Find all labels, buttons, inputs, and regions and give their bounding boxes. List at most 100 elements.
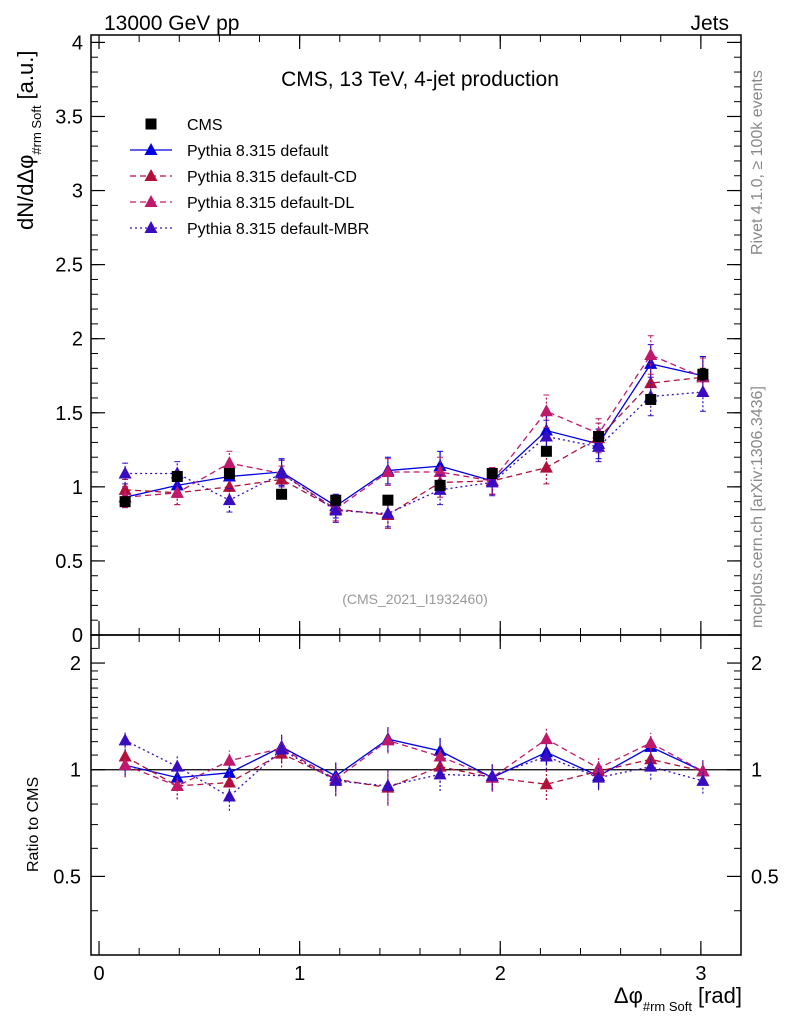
- ratio-point: [170, 759, 184, 772]
- data-point: [645, 393, 657, 405]
- xtick-label: 1: [294, 963, 305, 985]
- ratio-point: [222, 775, 236, 788]
- legend-label: Pythia 8.315 default-MBR: [187, 221, 369, 238]
- header-right: Jets: [690, 12, 729, 35]
- legend-label: Pythia 8.315 default-DL: [187, 195, 354, 212]
- ratio-point: [539, 749, 553, 762]
- mc-point: [433, 465, 447, 478]
- legend-label: Pythia 8.315 default: [187, 143, 329, 160]
- mc-point: [539, 460, 553, 473]
- data-point: [593, 430, 605, 442]
- main-series-layer: [118, 335, 710, 529]
- series-line: [125, 376, 703, 516]
- ytick-label-main: 2.5: [55, 255, 83, 277]
- data-point: [276, 488, 288, 500]
- series-line: [125, 391, 703, 515]
- ylabel-main-text: dN/dΔφ: [13, 155, 38, 230]
- mc-point: [118, 482, 132, 495]
- ytick-label-ratio-right: 0.5: [751, 866, 779, 888]
- ratio-point: [644, 735, 658, 748]
- ytick-label-main: 3: [72, 181, 83, 203]
- ratio-point: [433, 767, 447, 780]
- mc-point: [275, 466, 289, 479]
- mc-point: [222, 493, 236, 506]
- ytick-label-main: 3.5: [55, 106, 83, 128]
- ytick-label-main: 0: [72, 625, 83, 647]
- ytick-label-main: 2: [72, 329, 83, 351]
- legend-marker: [144, 195, 158, 207]
- xtick-label: 2: [495, 963, 506, 985]
- x-axis-label: Δφ#rm Soft [rad]: [614, 983, 742, 1014]
- legend-marker: [144, 143, 158, 155]
- data-point: [119, 496, 131, 508]
- ytick-label-main: 0.5: [55, 551, 83, 573]
- ratio-plot-frame: [90, 634, 742, 956]
- mcplots-label: mcplots.cern.ch [arXiv:1306.3436]: [749, 386, 766, 628]
- data-point: [486, 468, 498, 480]
- mc-point: [381, 465, 395, 478]
- ytick-label-ratio: 0.5: [53, 866, 81, 888]
- ratio-point: [381, 778, 395, 791]
- svg-text:dN/dΔφ#rm Soft[a.u.]: dN/dΔφ#rm Soft [a.u.]: [13, 51, 44, 230]
- mc-point: [170, 485, 184, 498]
- ytick-label-ratio-right: 2: [751, 653, 762, 675]
- legend-label: CMS: [187, 117, 223, 134]
- legend-item: Pythia 8.315 default-DL: [130, 195, 354, 212]
- ratio-point: [644, 759, 658, 772]
- ytick-label-ratio: 2: [70, 653, 81, 675]
- mc-point: [592, 439, 606, 452]
- xlabel-sub: #rm Soft: [643, 999, 693, 1014]
- ratio-point: [696, 764, 710, 777]
- ratio-point: [222, 753, 236, 766]
- ratio-point: [118, 733, 132, 746]
- plot-title: CMS, 13 TeV, 4-jet production: [281, 68, 559, 91]
- mc-point: [329, 503, 343, 516]
- legend-marker: [145, 118, 157, 130]
- ratio-point: [485, 769, 499, 782]
- ratio-point: [170, 778, 184, 791]
- series-line: [125, 354, 704, 510]
- mc-point: [118, 466, 132, 479]
- ylabel-main-unit: [a.u.]: [13, 51, 38, 100]
- ratio-point: [275, 742, 289, 755]
- series-main-pythia-8-315-default-cd: [118, 357, 710, 529]
- series-main-pythia-8-315-default: [118, 344, 710, 519]
- ratio-point: [118, 758, 132, 771]
- mc-point: [485, 475, 499, 488]
- legend-marker: [144, 221, 158, 233]
- series-main-pythia-8-315-default-dl: [118, 335, 710, 522]
- legend-item: Pythia 8.315 default-CD: [130, 169, 357, 186]
- data-point: [434, 479, 446, 491]
- ratio-point: [592, 761, 606, 774]
- mc-point: [539, 404, 553, 417]
- xtick-label: 3: [695, 963, 706, 985]
- ytick-label-ratio: 1: [70, 760, 81, 782]
- ytick-label-main: 1.5: [55, 403, 83, 425]
- mc-point: [222, 456, 236, 469]
- legend-label: Pythia 8.315 default-CD: [187, 169, 357, 186]
- xtick-label: 0: [93, 963, 104, 985]
- data-point: [540, 445, 552, 457]
- legend-marker: [144, 169, 158, 181]
- ratio-point: [696, 773, 710, 786]
- ratio-line: [124, 738, 704, 779]
- svg-text:Δφ#rm Soft[rad]: Δφ#rm Soft [rad]: [614, 983, 742, 1014]
- xlabel-text: Δφ: [614, 983, 643, 1008]
- y-axis-label-main: dN/dΔφ#rm Soft [a.u.]: [13, 51, 44, 230]
- series-ratio-pythia-8-315-default-mbr: [118, 730, 710, 811]
- data-point: [382, 494, 394, 506]
- ytick-label-ratio-right: 1: [751, 760, 762, 782]
- analysis-id: (CMS_2021_I1932460): [342, 591, 488, 607]
- data-point: [330, 494, 342, 506]
- series-line: [124, 363, 704, 507]
- ratio-point: [433, 749, 447, 762]
- data-point: [697, 368, 709, 380]
- series-main-cms: [119, 367, 709, 508]
- ratio-point: [381, 733, 395, 746]
- mc-point: [644, 348, 658, 360]
- ratio-point: [222, 789, 236, 802]
- mc-point: [696, 385, 710, 398]
- ratio-point: [329, 773, 343, 786]
- axis-ticks: 0 0.5 1 1.5 2 2.5 3 3.5 4 0 1 2 3 0.5 0.5 1 1 2 2: [53, 32, 779, 985]
